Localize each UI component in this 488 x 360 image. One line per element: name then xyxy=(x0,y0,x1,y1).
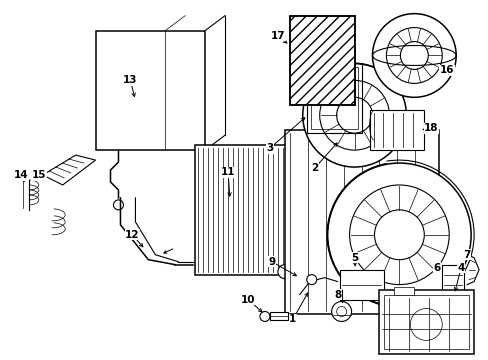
Text: 9: 9 xyxy=(268,257,275,267)
Circle shape xyxy=(306,275,316,285)
Circle shape xyxy=(372,14,455,97)
Text: 3: 3 xyxy=(266,143,273,153)
Circle shape xyxy=(400,41,427,69)
Bar xyxy=(95,31,205,150)
Text: 8: 8 xyxy=(333,289,341,300)
Bar xyxy=(384,294,468,349)
Bar xyxy=(441,265,463,300)
Text: 11: 11 xyxy=(221,167,235,177)
Bar xyxy=(310,67,357,129)
Bar xyxy=(339,270,384,300)
Text: 17: 17 xyxy=(270,31,285,41)
Circle shape xyxy=(331,302,351,321)
Text: 16: 16 xyxy=(439,66,453,76)
Text: 4: 4 xyxy=(457,263,464,273)
Text: 12: 12 xyxy=(125,230,140,240)
Text: 1: 1 xyxy=(288,314,296,324)
Text: 18: 18 xyxy=(423,123,438,133)
Text: 10: 10 xyxy=(240,294,255,305)
Bar xyxy=(379,289,473,354)
Text: 13: 13 xyxy=(123,75,138,85)
Bar xyxy=(285,130,438,315)
Circle shape xyxy=(113,200,123,210)
Circle shape xyxy=(302,63,406,167)
Circle shape xyxy=(319,80,388,150)
Circle shape xyxy=(327,163,470,306)
Bar xyxy=(195,145,289,275)
Text: 5: 5 xyxy=(350,253,358,263)
Text: 2: 2 xyxy=(310,163,318,173)
Bar xyxy=(289,15,354,105)
Bar xyxy=(306,63,361,133)
Circle shape xyxy=(374,210,424,260)
Text: 14: 14 xyxy=(14,170,28,180)
Bar xyxy=(369,110,424,150)
Bar xyxy=(289,15,354,105)
Circle shape xyxy=(386,28,441,84)
Circle shape xyxy=(277,265,291,279)
Circle shape xyxy=(260,311,269,321)
Text: 15: 15 xyxy=(32,170,46,180)
Circle shape xyxy=(349,185,448,285)
Bar xyxy=(269,312,287,320)
Text: 7: 7 xyxy=(463,250,470,260)
Text: 6: 6 xyxy=(433,263,440,273)
Bar xyxy=(394,287,413,294)
Circle shape xyxy=(336,97,372,133)
